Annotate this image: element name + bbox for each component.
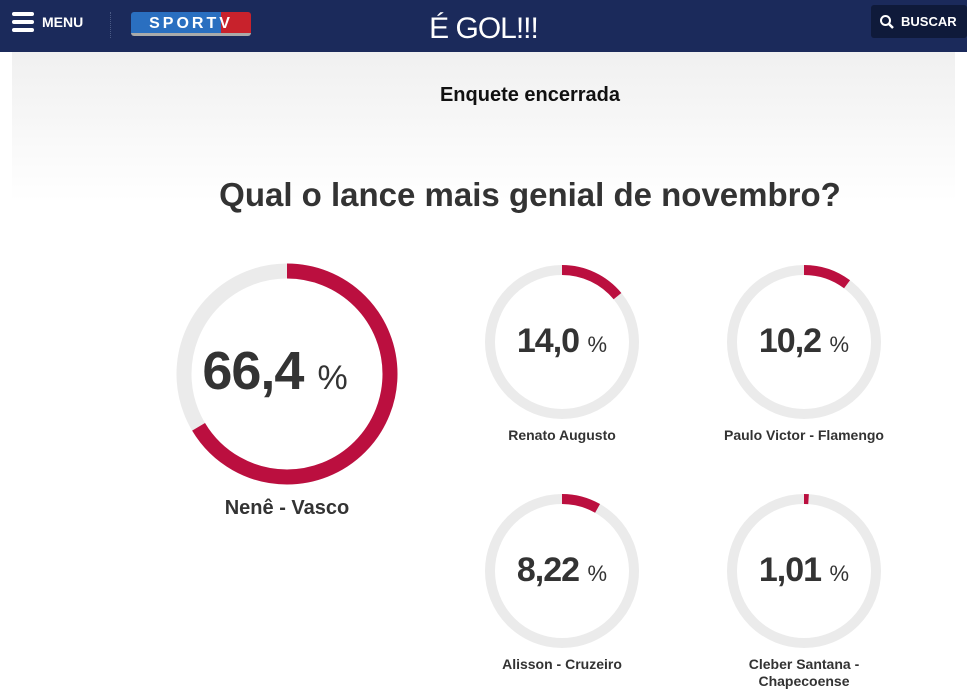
option-label: Alisson - Cruzeiro bbox=[502, 656, 622, 672]
poll-option: 66,4 % bbox=[169, 256, 405, 492]
poll-option: 14,0 % bbox=[480, 260, 644, 424]
poll-option: 8,22 % bbox=[480, 489, 644, 653]
option-label: Paulo Victor - Flamengo bbox=[724, 427, 884, 443]
percent-number: 10,2 bbox=[758, 322, 822, 360]
ring-fill bbox=[176, 263, 398, 485]
menu-label: MENU bbox=[42, 14, 84, 30]
percent-number: 1,01 bbox=[758, 551, 822, 589]
percent-value: 66,4 % bbox=[157, 340, 393, 402]
divider bbox=[110, 12, 111, 38]
option-label: Cleber Santana - Chapecoense bbox=[748, 656, 860, 689]
poll-option: 10,2 % bbox=[722, 260, 886, 424]
percent-number: 66,4 bbox=[202, 341, 304, 401]
header: MENU SPORTV É GOL!!! BUSCAR bbox=[0, 0, 967, 52]
poll-option: 1,01 % bbox=[722, 489, 886, 653]
percent-symbol: % bbox=[317, 359, 348, 397]
poll-panel bbox=[12, 52, 955, 202]
result-ring bbox=[485, 494, 639, 648]
option-label: Renato Augusto bbox=[508, 427, 616, 443]
option-label: Nenê - Vasco bbox=[224, 497, 350, 519]
percent-value: 10,2 % bbox=[722, 322, 886, 361]
result-ring bbox=[176, 263, 398, 485]
percent-number: 8,22 bbox=[516, 551, 580, 589]
result-ring bbox=[727, 494, 881, 648]
hamburger-icon bbox=[12, 12, 34, 32]
ring-fill bbox=[727, 494, 881, 648]
poll-question: Qual o lance mais genial de novembro? bbox=[219, 176, 841, 213]
percent-symbol: % bbox=[587, 332, 608, 357]
ring-fill bbox=[485, 265, 639, 419]
percent-value: 1,01 % bbox=[722, 551, 886, 590]
percent-symbol: % bbox=[587, 561, 608, 586]
poll-status: Enquete encerrada bbox=[439, 84, 621, 106]
search-label: BUSCAR bbox=[901, 14, 957, 29]
percent-symbol: % bbox=[829, 561, 850, 586]
search-button[interactable]: BUSCAR bbox=[871, 5, 967, 38]
percent-value: 8,22 % bbox=[480, 551, 644, 590]
page-title: É GOL!!! bbox=[429, 12, 539, 45]
percent-number: 14,0 bbox=[516, 322, 580, 360]
ring-fill bbox=[485, 494, 639, 648]
ring-fill bbox=[727, 265, 881, 419]
result-ring bbox=[727, 265, 881, 419]
menu-button[interactable]: MENU bbox=[12, 12, 83, 32]
result-ring bbox=[485, 265, 639, 419]
percent-value: 14,0 % bbox=[480, 322, 644, 361]
percent-symbol: % bbox=[829, 332, 850, 357]
search-icon bbox=[880, 14, 894, 29]
sportv-logo[interactable]: SPORTV bbox=[131, 12, 251, 36]
